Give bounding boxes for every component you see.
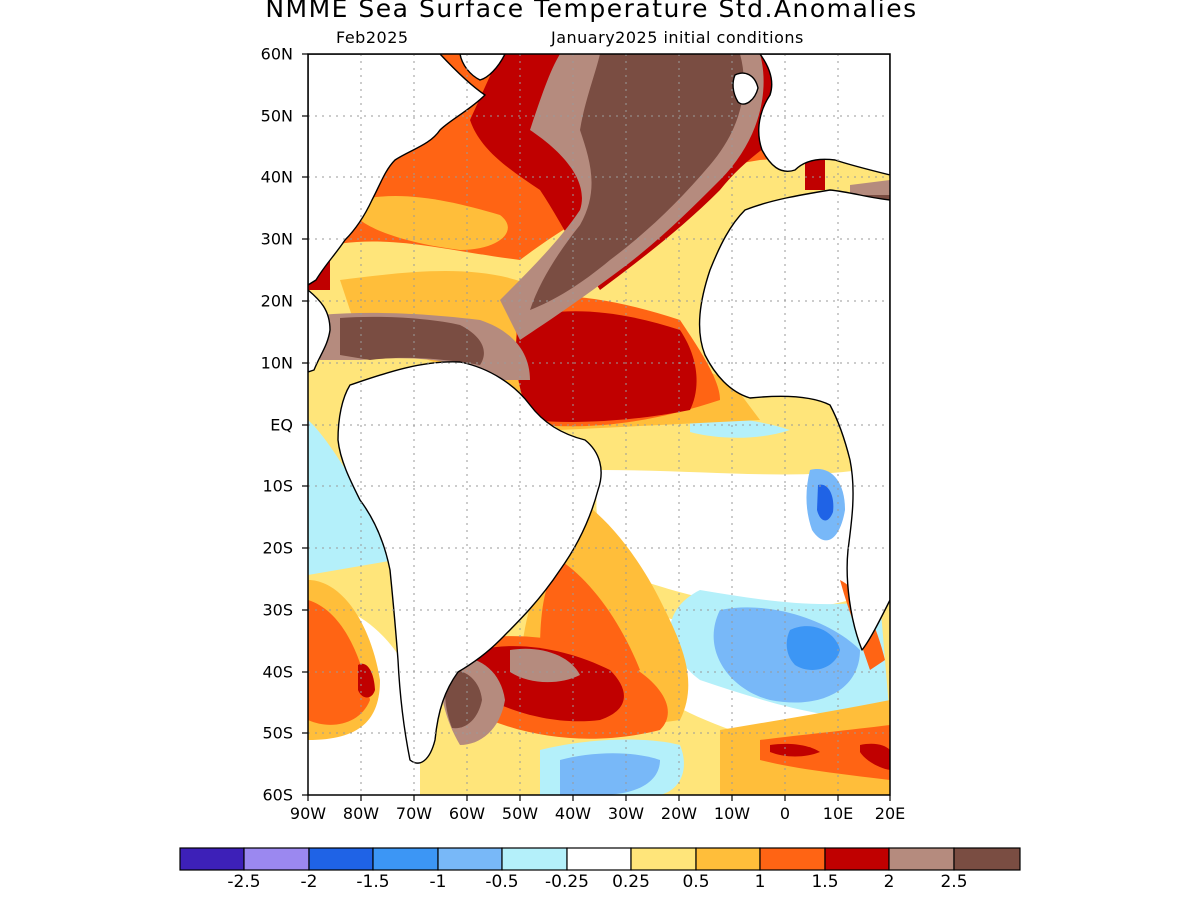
cold-anomaly	[690, 418, 790, 438]
forecast-month: Feb2025	[336, 28, 409, 47]
colorbar-label: 1.5	[811, 872, 839, 892]
colorbar-swatch	[308, 847, 374, 871]
warm-anomaly	[308, 600, 370, 725]
warm-anomaly	[444, 669, 482, 729]
lat-label: EQ	[270, 415, 293, 435]
colorbar-label: 1	[754, 872, 766, 892]
lon-label: 40W	[554, 804, 592, 823]
central-america-landmass	[308, 289, 331, 373]
warm-anomaly	[530, 54, 744, 310]
warm-anomaly	[340, 316, 484, 365]
colorbar-label: -1.5	[356, 872, 390, 892]
colorbar-swatch	[824, 847, 890, 871]
colorbar-swatch	[437, 847, 503, 871]
warm-anomaly	[860, 743, 890, 770]
colorbar	[179, 847, 1021, 871]
colorbar-label: -0.25	[545, 872, 589, 892]
landmasses	[308, 54, 890, 764]
colorbar-label: 2	[883, 872, 895, 892]
colorbar-label: 2.5	[940, 872, 968, 892]
lat-label: 40S	[262, 662, 293, 682]
warm-anomaly	[515, 311, 697, 422]
cold-anomaly	[308, 420, 395, 575]
warm-anomaly	[510, 648, 580, 683]
lon-label: 60W	[448, 804, 486, 823]
colorbar-swatch	[243, 847, 310, 871]
lat-label: 60N	[260, 44, 293, 64]
africa-landmass	[698, 189, 890, 651]
lon-label: 80W	[342, 804, 380, 823]
colorbar-swatch	[695, 847, 761, 871]
lat-label: 10N	[260, 353, 293, 373]
lat-label: 20S	[262, 538, 293, 558]
colorbar-swatch	[566, 847, 632, 871]
lat-label: 50N	[260, 106, 293, 126]
colorbar-swatch	[759, 847, 826, 871]
lon-label: 70W	[395, 804, 433, 823]
lon-label: 90W	[289, 804, 327, 823]
cold-anomaly	[817, 484, 834, 521]
warm-anomaly	[805, 158, 825, 190]
lon-label: 10E	[822, 804, 854, 823]
lon-label: 50W	[501, 804, 539, 823]
lon-label: 20W	[660, 804, 698, 823]
colorbar-swatch	[953, 847, 1021, 871]
british-isles-landmass	[732, 72, 759, 105]
europe-landmass	[758, 54, 890, 176]
map-title: NMME Sea Surface Temperature Std.Anomali…	[265, 0, 918, 23]
initial-conditions: January2025 initial conditions	[551, 28, 804, 47]
lat-label: 50S	[262, 723, 293, 743]
lat-label: 10S	[262, 476, 293, 496]
warm-anomaly	[760, 725, 890, 780]
lat-label: 60S	[262, 785, 293, 805]
colorbar-swatch	[179, 847, 245, 871]
lat-label: 20N	[260, 291, 293, 311]
lon-label: 30W	[607, 804, 645, 823]
colorbar-swatch	[888, 847, 955, 871]
graticule	[308, 54, 890, 795]
lon-label: 20E	[874, 804, 906, 823]
lat-label: 30S	[262, 600, 293, 620]
colorbar-swatch	[501, 847, 568, 871]
colorbar-label: -1	[429, 872, 447, 892]
colorbar-label: -2	[300, 872, 318, 892]
cold-anomaly	[786, 626, 840, 670]
colorbar-label: -2.5	[227, 872, 261, 892]
colorbar-label: 0.5	[682, 872, 710, 892]
colorbar-swatch	[630, 847, 697, 871]
warm-anomaly	[360, 195, 508, 250]
lon-label: 0	[779, 804, 791, 823]
colorbar-swatch	[372, 847, 439, 871]
warm-anomaly	[770, 743, 820, 757]
greenland-landmass	[459, 54, 506, 81]
axis-ticks	[302, 53, 891, 801]
cold-anomaly	[560, 753, 660, 795]
lon-label: 10W	[713, 804, 751, 823]
colorbar-label: -0.5	[485, 872, 519, 892]
south-america-landmass	[337, 361, 602, 764]
warm-anomaly	[358, 663, 375, 698]
lat-label: 30N	[260, 229, 293, 249]
north-america-landmass	[308, 54, 486, 286]
lat-label: 40N	[260, 167, 293, 187]
colorbar-label: 0.25	[612, 872, 650, 892]
